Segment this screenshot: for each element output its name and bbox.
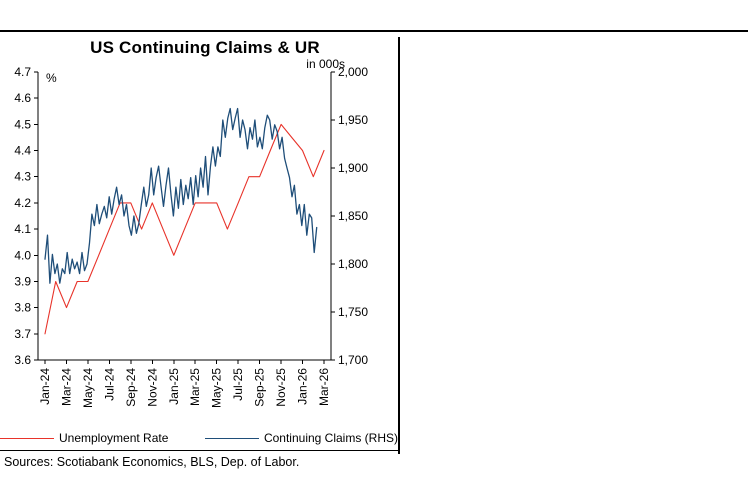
panel-top-border <box>0 30 748 32</box>
left-axis-tick-label: 4.1 <box>14 222 31 236</box>
left-axis-tick-label: 4.5 <box>14 117 31 131</box>
sources-divider-line <box>0 450 398 451</box>
left-axis-tick-label: 3.7 <box>14 327 31 341</box>
legend-line-unemployment-rate <box>0 437 54 439</box>
legend-label-continuing-claims: Continuing Claims (RHS) <box>263 431 398 445</box>
right-axis-tick-label: 1,850 <box>338 209 368 223</box>
continuing-claims-line <box>44 107 318 284</box>
x-axis-tick-label: May-24 <box>81 368 95 408</box>
x-axis-tick-label: Jul-24 <box>102 368 116 401</box>
right-axis-tick-label: 1,800 <box>338 257 368 271</box>
panel-divider-line <box>398 37 400 454</box>
left-axis-units-label: % <box>46 71 57 85</box>
left-axis-tick-label: 4.0 <box>14 248 31 262</box>
x-axis-tick-label: Nov-24 <box>145 368 159 407</box>
x-axis-tick-label: Mar-25 <box>188 368 202 406</box>
legend-label-unemployment-rate: Unemployment Rate <box>59 431 169 445</box>
chart-title: US Continuing Claims & UR <box>90 38 320 57</box>
right-axis-tick-label: 1,700 <box>338 353 368 367</box>
right-axis-tick-label: 1,750 <box>338 305 368 319</box>
x-axis-tick-label: Mar-24 <box>59 368 73 406</box>
left-axis-tick-label: 3.8 <box>14 301 31 315</box>
legend-line-continuing-claims <box>204 437 259 439</box>
left-axis-tick-label: 4.7 <box>14 65 31 79</box>
left-axis-tick-label: 3.6 <box>14 353 31 367</box>
x-axis-tick-label: Sep-25 <box>253 368 267 407</box>
chart-legend: Unemployment Rate Continuing Claims (RHS… <box>0 430 398 446</box>
left-axis-tick-label: 4.2 <box>14 196 31 210</box>
x-axis-tick-label: May-25 <box>210 368 224 408</box>
right-axis-tick-label: 2,000 <box>338 65 368 79</box>
x-axis-tick-label: Nov-25 <box>274 368 288 407</box>
left-axis-tick-label: 3.9 <box>14 274 31 288</box>
left-axis-tick-label: 4.4 <box>14 144 31 158</box>
x-axis-tick-label: Jan-25 <box>167 368 181 405</box>
sources-note: Sources: Scotiabank Economics, BLS, Dep.… <box>4 455 300 469</box>
left-axis-tick-label: 4.3 <box>14 170 31 184</box>
x-axis-tick-label: Sep-24 <box>124 368 138 407</box>
left-axis-tick-label: 4.6 <box>14 91 31 105</box>
right-axis-tick-label: 1,900 <box>338 161 368 175</box>
x-axis-tick-label: Jan-24 <box>38 368 52 405</box>
line-chart: 4.7 4.6 4.5 4.4 4.3 4.2 4.1 4.0 3.9 3.8 3.7 3.6 2,00… <box>14 65 368 408</box>
right-axis-units-label: in 000s <box>306 57 345 71</box>
x-axis-tick-label: Mar-26 <box>317 368 331 406</box>
unemployment-rate-line <box>44 123 325 335</box>
x-axis-tick-label: Jul-25 <box>231 368 245 401</box>
right-axis-tick-label: 1,950 <box>338 113 368 127</box>
x-axis-tick-label: Jan-26 <box>296 368 310 405</box>
